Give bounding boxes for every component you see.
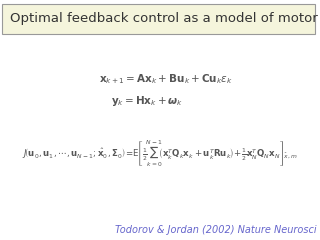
FancyBboxPatch shape (2, 4, 315, 34)
Text: $\mathbf{y}_{k} = \mathbf{H}\mathbf{x}_{k} + \boldsymbol{\omega}_{k}$: $\mathbf{y}_{k} = \mathbf{H}\mathbf{x}_{… (111, 94, 183, 108)
Text: Todorov & Jordan (2002) Nature Neurosci: Todorov & Jordan (2002) Nature Neurosci (115, 225, 317, 235)
Text: $\mathbf{x}_{k+1} = \mathbf{A}\mathbf{x}_{k} + \mathbf{B}\mathbf{u}_{k} + \mathb: $\mathbf{x}_{k+1} = \mathbf{A}\mathbf{x}… (100, 72, 233, 86)
Text: $J\!\left(\mathbf{u}_{0},\mathbf{u}_{1},\cdots,\mathbf{u}_{N-1};\hat{\mathbf{x}}: $J\!\left(\mathbf{u}_{0},\mathbf{u}_{1},… (22, 138, 298, 169)
Text: Optimal feedback control as a model of motor control.: Optimal feedback control as a model of m… (10, 12, 320, 25)
